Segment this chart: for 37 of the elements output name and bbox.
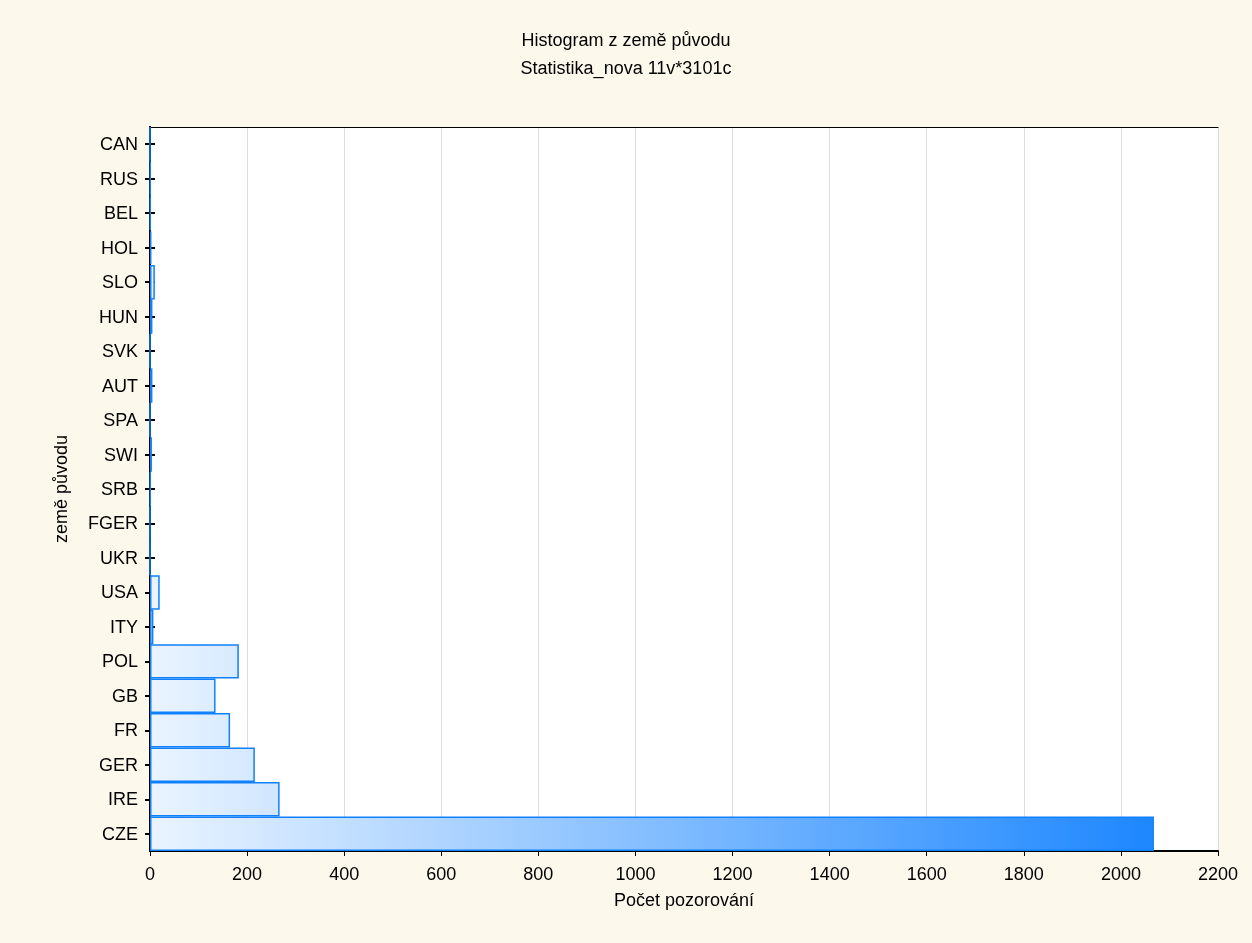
x-tick-label: 2200 xyxy=(1197,864,1239,884)
y-tick-label: SVK xyxy=(101,341,138,362)
x-tick-label: 0 xyxy=(144,864,156,884)
y-tick-label: SLO xyxy=(101,272,138,293)
y-tick-label: UKR xyxy=(99,547,138,568)
x-tick-label: 200 xyxy=(232,864,263,884)
y-tick-label: SRB xyxy=(100,479,138,499)
x-tick-label: 800 xyxy=(523,864,554,884)
chart-title: Histogram z země původu xyxy=(521,30,731,50)
chart-subtitle: Statistika_nova 11v*3101c xyxy=(520,58,732,79)
y-tick-label: GER xyxy=(98,754,138,775)
y-tick-label: GB xyxy=(111,685,138,706)
x-tick-label: 1200 xyxy=(712,864,753,884)
x-tick-label: 400 xyxy=(329,864,360,884)
x-tick-label: 2000 xyxy=(1100,864,1141,884)
y-tick-label: SWI xyxy=(104,444,138,465)
y-tick-label: FR xyxy=(114,720,138,741)
y-tick-label: CZE xyxy=(102,823,138,844)
y-tick-label: FGER xyxy=(87,513,138,534)
x-tick-label: 600 xyxy=(426,864,457,884)
y-tick-label: BEL xyxy=(103,203,138,224)
y-tick-label: USA xyxy=(100,582,138,603)
y-tick-label: CAN xyxy=(99,134,138,155)
y-tick-label: IRE xyxy=(107,789,138,810)
x-tick-label: 1400 xyxy=(809,864,850,884)
x-tick-label: 1600 xyxy=(906,864,947,884)
y-tick-label: AUT xyxy=(102,375,138,396)
y-tick-label: POL xyxy=(101,651,138,672)
y-axis-title: země původu xyxy=(51,434,71,544)
x-tick-label: 1000 xyxy=(615,864,656,884)
y-tick-label: ITY xyxy=(109,616,138,637)
y-tick-label: HOL xyxy=(100,237,138,258)
x-tick-label: 1800 xyxy=(1003,864,1044,884)
y-tick-label: HUN xyxy=(99,306,138,327)
y-tick-label: SPA xyxy=(103,410,138,431)
x-axis-title: Počet pozorování xyxy=(613,890,755,910)
y-tick-label: RUS xyxy=(99,168,138,189)
